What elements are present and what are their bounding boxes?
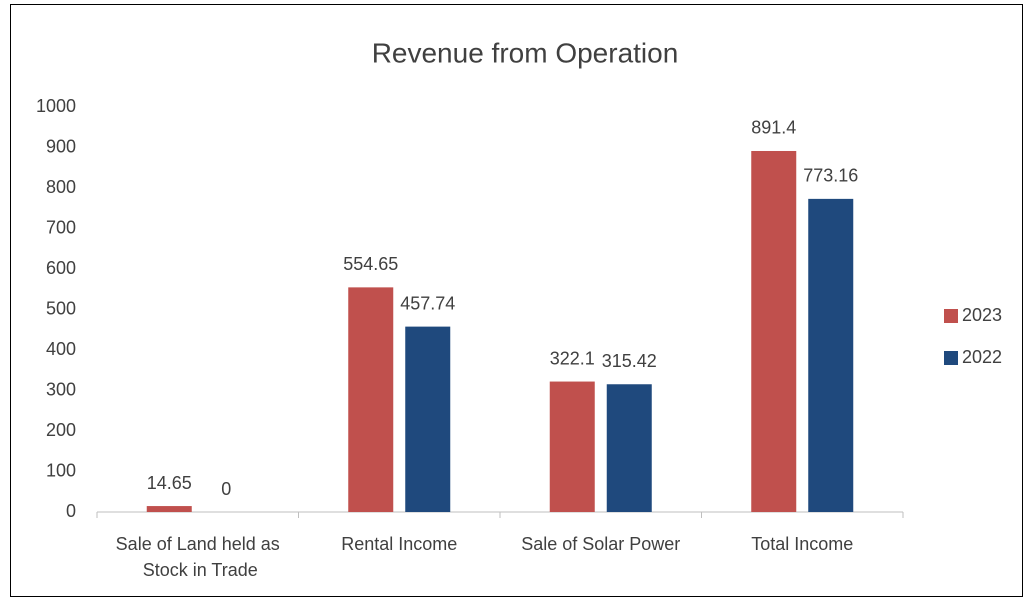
y-tick-label: 700 <box>46 217 76 237</box>
legend-swatch <box>944 351 958 365</box>
data-label: 14.65 <box>147 473 192 493</box>
y-tick-label: 300 <box>46 379 76 399</box>
data-label: 315.42 <box>602 351 657 371</box>
legend-label: 2022 <box>962 347 1002 367</box>
chart-frame <box>10 4 1023 597</box>
y-tick-label: 100 <box>46 460 76 480</box>
bar <box>146 506 192 512</box>
legend-swatch <box>944 309 958 323</box>
x-tick-label: Total Income <box>751 534 853 554</box>
data-label: 773.16 <box>803 166 858 186</box>
y-tick-label: 600 <box>46 258 76 278</box>
bar <box>549 381 595 512</box>
x-tick-label: Rental Income <box>341 534 457 554</box>
y-tick-label: 400 <box>46 339 76 359</box>
y-tick-label: 0 <box>66 501 76 521</box>
chart-title: Revenue from Operation <box>372 37 679 68</box>
data-label: 0 <box>221 479 231 499</box>
bar <box>808 198 854 513</box>
bar <box>751 150 797 512</box>
data-label: 554.65 <box>343 254 398 274</box>
legend-label: 2023 <box>962 305 1002 325</box>
y-tick-label: 900 <box>46 136 76 156</box>
y-tick-label: 200 <box>46 420 76 440</box>
y-tick-label: 1000 <box>36 96 76 116</box>
bar <box>348 287 394 512</box>
data-label: 322.1 <box>550 348 595 368</box>
y-tick-label: 500 <box>46 298 76 318</box>
y-tick-label: 800 <box>46 177 76 197</box>
bar <box>606 384 652 512</box>
x-tick-label: Sale of Land held as Stock in Trade <box>116 534 280 580</box>
data-label: 457.74 <box>400 293 455 313</box>
x-tick-label: Sale of Solar Power <box>521 534 680 554</box>
bar <box>405 326 451 512</box>
data-label: 891.4 <box>751 118 796 138</box>
